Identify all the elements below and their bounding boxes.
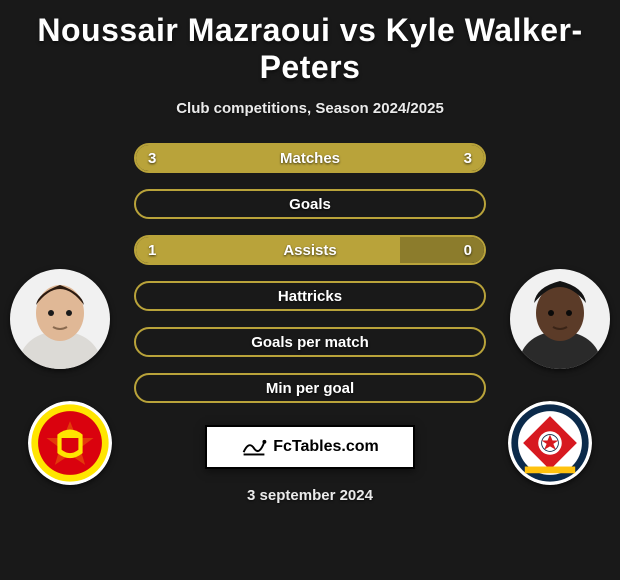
stat-fill-left xyxy=(136,237,400,263)
stat-fill-right xyxy=(310,145,484,171)
stat-bar: Min per goal xyxy=(134,373,486,403)
stat-fill-left xyxy=(136,145,310,171)
stat-label: Goals xyxy=(136,191,484,217)
stat-bar: Goals per match xyxy=(134,327,486,357)
comparison-panel: Matches33 Goals Assists10 Hattricks Goals pe… xyxy=(0,143,620,504)
stat-label: Goals per match xyxy=(136,329,484,355)
club-crest-left xyxy=(28,401,112,485)
crest-icon xyxy=(508,401,592,485)
avatar-icon xyxy=(510,269,610,369)
season-subtitle: Club competitions, Season 2024/2025 xyxy=(0,100,620,117)
stat-label: Min per goal xyxy=(136,375,484,401)
stat-bar: Goals xyxy=(134,189,486,219)
player-photo-right xyxy=(510,269,610,369)
stat-bar: Matches33 xyxy=(134,143,486,173)
stat-bar: Assists10 xyxy=(134,235,486,265)
brand-text: FcTables.com xyxy=(273,438,379,456)
player-photo-left xyxy=(10,269,110,369)
date-line: 3 september 2024 xyxy=(0,487,620,504)
stat-bars: Matches33 Goals Assists10 Hattricks Goals pe… xyxy=(134,143,486,403)
avatar-icon xyxy=(10,269,110,369)
page-title: Noussair Mazraoui vs Kyle Walker-Peters xyxy=(0,0,620,92)
stat-fill-right xyxy=(400,237,484,263)
brand-attribution: FcTables.com xyxy=(205,425,415,469)
stat-label: Hattricks xyxy=(136,283,484,309)
crest-icon xyxy=(28,401,112,485)
stat-bar: Hattricks xyxy=(134,281,486,311)
club-crest-right xyxy=(508,401,592,485)
fctables-logo-icon xyxy=(241,434,267,460)
